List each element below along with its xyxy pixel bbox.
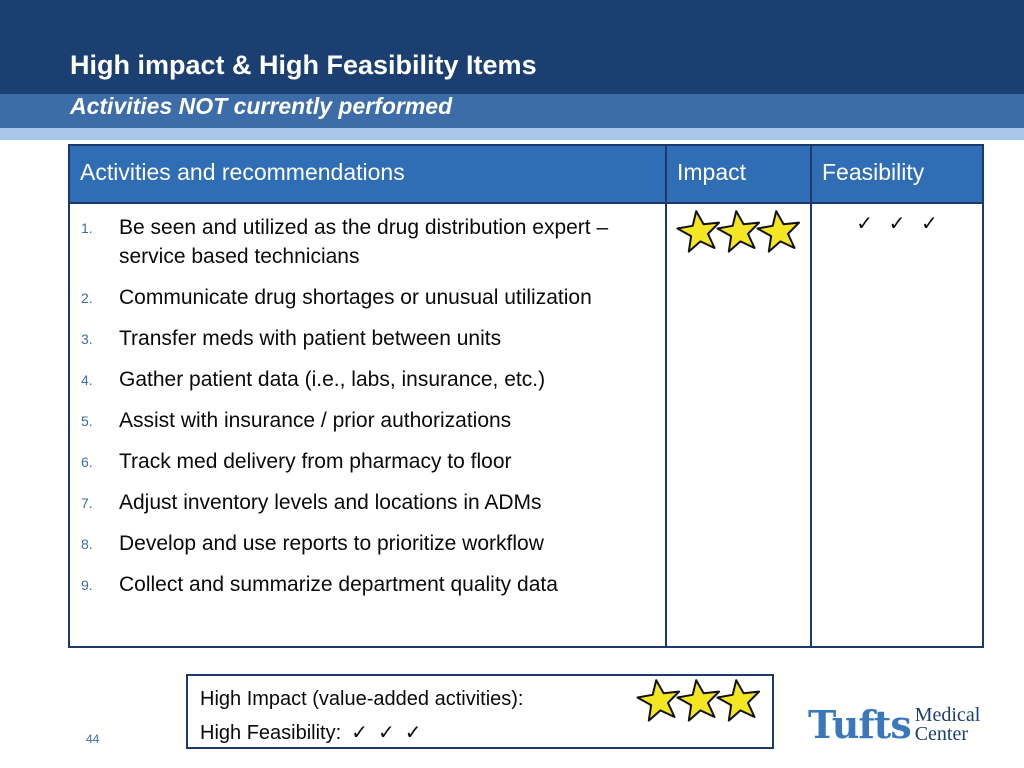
slide-subtitle: Activities NOT currently performed (70, 93, 453, 119)
list-item-number: 3. (81, 331, 93, 347)
check-icon: ✓ (377, 722, 395, 744)
logo-line-medical: Medical (914, 704, 981, 726)
activities-table: Activities and recommendations Impact Fe… (68, 144, 984, 648)
tufts-medical-center-logo: Tufts Medical Center (808, 702, 981, 747)
list-item-number: 8. (81, 536, 93, 552)
column-header-feasibility: Feasibility (810, 144, 984, 204)
list-item-text: Track med delivery from pharmacy to floo… (119, 450, 512, 473)
legend-box: High Impact (value-added activities): Hi… (186, 674, 774, 749)
check-icon: ✓ (888, 213, 906, 235)
header-accent-band (0, 94, 1024, 128)
list-item-number: 6. (81, 454, 93, 470)
list-item: 9. Collect and summarize department quali… (81, 570, 658, 599)
star-icon (756, 210, 801, 253)
activities-list: 1. Be seen and utilized as the drug distr… (71, 205, 664, 599)
list-item-number: 9. (81, 577, 93, 593)
logo-line-center: Center (914, 723, 969, 745)
list-item-text: Be seen and utilized as the drug distrib… (119, 216, 609, 268)
list-item-text: Transfer meds with patient between units (119, 327, 502, 350)
check-icon: ✓ (920, 213, 938, 235)
list-item-text: Adjust inventory levels and locations in… (119, 491, 542, 514)
legend-impact-stars (636, 678, 761, 722)
list-item: 7. Adjust inventory levels and locations … (81, 488, 658, 517)
logo-subtitle: Medical Center (914, 704, 981, 745)
list-item: 6. Track med delivery from pharmacy to fl… (81, 447, 658, 476)
star-icon (676, 679, 721, 722)
check-icon: ✓ (856, 213, 874, 235)
list-item-text: Communicate drug shortages or unusual ut… (119, 286, 592, 309)
activities-cell: 1. Be seen and utilized as the drug distr… (68, 202, 667, 648)
list-item: 3. Transfer meds with patient between uni… (81, 324, 658, 353)
list-item: 4. Gather patient data (i.e., labs, insur… (81, 365, 658, 394)
list-item-text: Assist with insurance / prior authorizat… (119, 409, 512, 432)
list-item-number: 4. (81, 372, 93, 388)
list-item-text: Collect and summarize department quality… (119, 573, 558, 596)
list-item: 2. Communicate drug shortages or unusual … (81, 283, 658, 312)
list-item-number: 7. (81, 495, 93, 511)
legend-feasibility-row: High Feasibility: ✓ ✓ ✓ (200, 720, 421, 745)
feasibility-checks: ✓ ✓ ✓ (813, 205, 981, 236)
page-number: 44 (86, 732, 100, 746)
star-icon (716, 679, 761, 722)
impact-rating-stars (676, 209, 809, 253)
star-icon (636, 679, 681, 722)
list-item-number: 5. (81, 413, 93, 429)
check-icon: ✓ (351, 722, 368, 744)
feasibility-cell: ✓ ✓ ✓ (810, 202, 984, 648)
legend-impact-label: High Impact (value-added activities): (200, 688, 524, 710)
header-light-band (0, 128, 1024, 140)
impact-cell (665, 202, 812, 648)
list-item-number: 2. (81, 290, 93, 306)
table-header-row: Activities and recommendations Impact Fe… (68, 144, 984, 204)
list-item-text: Gather patient data (i.e., labs, insuran… (119, 368, 546, 391)
column-header-impact: Impact (665, 144, 812, 204)
slide-title: High impact & High Feasibility Items (70, 50, 537, 80)
list-item: 8. Develop and use reports to prioritize … (81, 529, 658, 558)
check-icon: ✓ (404, 722, 422, 744)
star-icon (716, 210, 761, 253)
logo-wordmark: Tufts (808, 702, 912, 747)
legend-feasibility-label: High Feasibility: (200, 722, 342, 744)
list-item: 1. Be seen and utilized as the drug distr… (81, 213, 658, 271)
list-item: 5. Assist with insurance / prior authoriz… (81, 406, 658, 435)
table-row: 1. Be seen and utilized as the drug distr… (68, 202, 984, 648)
list-item-number: 1. (81, 220, 93, 236)
column-header-activities: Activities and recommendations (68, 144, 667, 204)
star-icon (676, 210, 721, 253)
list-item-text: Develop and use reports to prioritize wo… (119, 532, 544, 555)
header-band (0, 0, 1024, 94)
